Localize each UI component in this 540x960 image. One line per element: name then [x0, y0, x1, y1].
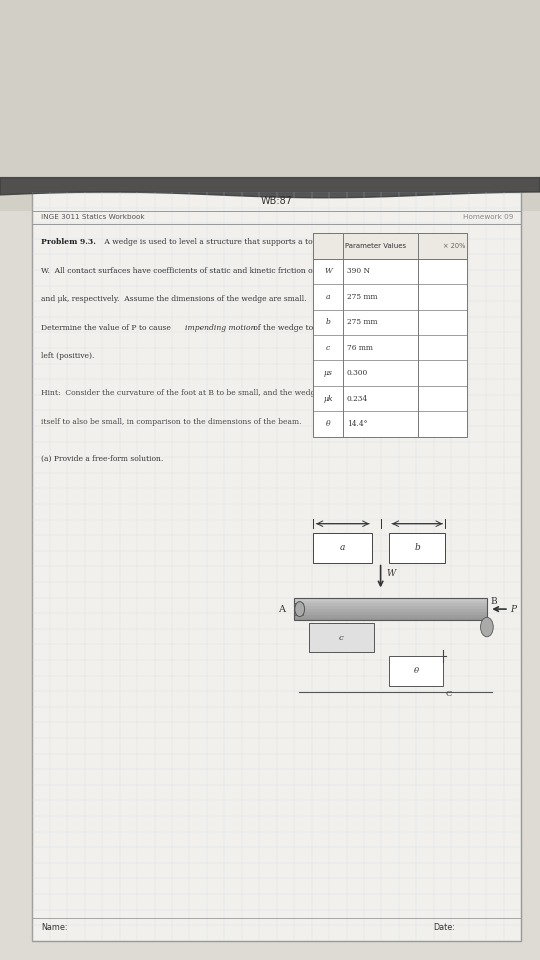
Text: itself to also be small, in comparison to the dimensions of the beam.: itself to also be small, in comparison t… — [41, 418, 302, 425]
Bar — [294, 609, 487, 612]
Text: of the wedge to the: of the wedge to the — [251, 324, 328, 332]
Text: c: c — [326, 344, 330, 351]
Text: (a) Provide a free-form solution.: (a) Provide a free-form solution. — [41, 455, 164, 463]
Bar — [389, 533, 445, 563]
Text: Homework 09: Homework 09 — [463, 214, 514, 221]
Text: μk: μk — [323, 395, 333, 402]
Text: a: a — [340, 543, 346, 552]
Bar — [389, 657, 443, 686]
Text: c: c — [339, 634, 344, 641]
Text: left (positive).: left (positive). — [41, 352, 94, 360]
Text: 275 mm: 275 mm — [347, 293, 377, 300]
Bar — [294, 614, 487, 617]
Text: 0.300: 0.300 — [347, 370, 368, 377]
Text: WB:87: WB:87 — [261, 196, 293, 206]
Bar — [32, 192, 521, 941]
Text: × 20%: × 20% — [442, 243, 465, 249]
Text: Determine the value of P to cause: Determine the value of P to cause — [41, 324, 173, 332]
Text: Date:: Date: — [433, 923, 455, 932]
Text: θ: θ — [414, 667, 418, 675]
Text: 0.234: 0.234 — [347, 395, 368, 402]
Text: W.  All contact surfaces have coefficients of static and kinetic friction of μs: W. All contact surfaces have coefficient… — [41, 267, 327, 275]
Text: W: W — [324, 268, 332, 276]
Text: μs: μs — [323, 370, 333, 377]
Text: A: A — [278, 605, 285, 613]
Text: 76 mm: 76 mm — [347, 344, 373, 351]
Circle shape — [295, 602, 305, 616]
Text: Parameter Values: Parameter Values — [345, 243, 406, 249]
Bar — [313, 533, 372, 563]
Text: 14.4°: 14.4° — [347, 420, 367, 428]
Text: θ: θ — [326, 420, 330, 428]
Text: A wedge is used to level a structure that supports a total load: A wedge is used to level a structure tha… — [102, 238, 341, 247]
Text: a: a — [326, 293, 330, 300]
Bar — [294, 612, 487, 614]
Bar — [294, 601, 487, 604]
Text: b: b — [414, 543, 420, 552]
Bar — [294, 598, 487, 620]
Bar — [294, 603, 302, 615]
Bar — [294, 607, 487, 609]
Bar — [0, 211, 540, 960]
Bar — [294, 604, 487, 607]
Text: 275 mm: 275 mm — [347, 319, 377, 326]
Text: B: B — [491, 597, 497, 606]
Text: 390 N: 390 N — [347, 268, 370, 276]
Text: W: W — [387, 569, 396, 578]
Bar — [313, 233, 467, 437]
Text: and μk, respectively.  Assume the dimensions of the wedge are small.: and μk, respectively. Assume the dimensi… — [41, 296, 307, 303]
Text: Name:: Name: — [41, 923, 68, 932]
Text: P: P — [510, 605, 516, 613]
Bar — [313, 233, 467, 258]
Bar — [0, 0, 540, 211]
Text: Hint:  Consider the curvature of the foot at B to be small, and the wedge: Hint: Consider the curvature of the foot… — [41, 389, 320, 397]
Text: impending motion: impending motion — [185, 324, 256, 332]
Bar — [294, 617, 487, 620]
Text: INGE 3011 Statics Workbook: INGE 3011 Statics Workbook — [41, 214, 145, 221]
Circle shape — [481, 617, 493, 636]
Bar — [294, 598, 487, 601]
Text: b: b — [326, 319, 330, 326]
Text: C: C — [446, 690, 452, 698]
Text: Problem 9.3.: Problem 9.3. — [41, 238, 96, 247]
Bar — [308, 623, 375, 652]
